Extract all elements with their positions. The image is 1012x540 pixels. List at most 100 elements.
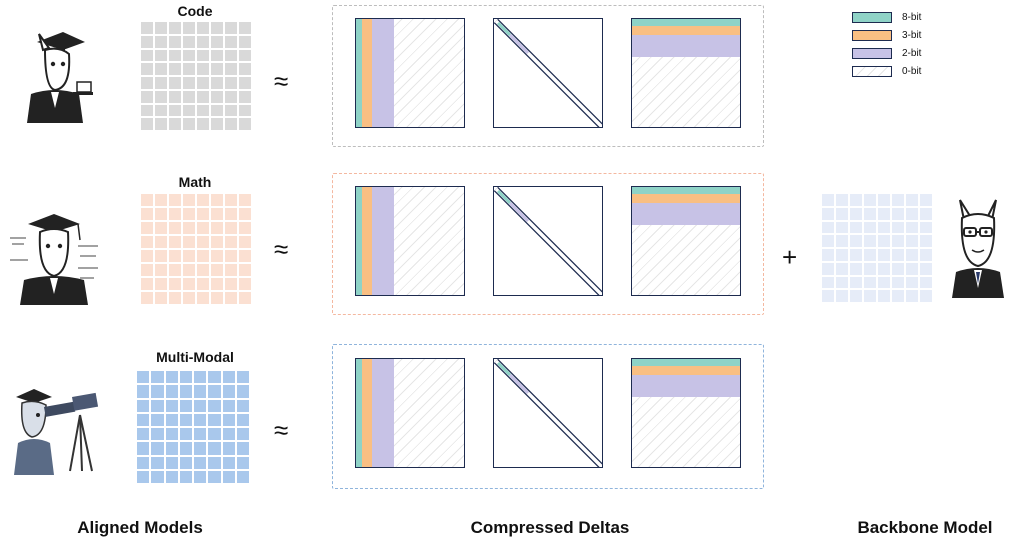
matrix-cell [211, 236, 223, 248]
2-bit-column [372, 359, 394, 467]
matrix-cell [822, 235, 834, 247]
matrix-cell [197, 236, 209, 248]
matrix-cell [141, 278, 153, 290]
matrix-cell [165, 413, 178, 426]
matrix-cell [165, 442, 178, 455]
matrix-cell [239, 236, 251, 248]
matrix-cell [169, 49, 181, 62]
matrix-cell [155, 22, 167, 34]
row-delta-panel [631, 186, 741, 296]
matrix-cell [183, 49, 195, 62]
model-label-math: Math [178, 174, 212, 190]
matrix-cell [222, 371, 235, 384]
compressed-deltas-label: Compressed Deltas [470, 518, 630, 537]
matrix-cell [920, 221, 932, 234]
8-bit-row [632, 359, 740, 366]
legend-label-0-bit: 0-bit [902, 66, 922, 77]
matrix-cell [920, 276, 932, 289]
matrix-cell [822, 290, 834, 302]
code-llama-icon [15, 28, 95, 123]
matrix-cell [850, 194, 862, 206]
matrix-cell [197, 264, 209, 276]
matrix-cell [225, 22, 237, 34]
matrix-cell [906, 262, 918, 275]
matrix-cell [892, 207, 904, 220]
3-bit-column [362, 187, 372, 295]
matrix-cell [211, 208, 223, 220]
8-bit-row [632, 187, 740, 194]
matrix-cell [137, 385, 150, 398]
matrix-cell [155, 236, 167, 248]
backbone-model-matrix [822, 194, 932, 302]
matrix-cell [864, 262, 876, 275]
aligned-models-label: Aligned Models [77, 518, 203, 537]
matrix-cell [850, 249, 862, 261]
matrix-cell [194, 399, 207, 412]
3-bit-row [632, 366, 740, 375]
matrix-cell [197, 63, 209, 75]
matrix-cell [169, 208, 181, 220]
approx-symbol: ≈ [274, 66, 289, 96]
matrix-cell [836, 235, 848, 247]
matrix-cell [822, 194, 834, 206]
backbone-llama-icon [948, 198, 1008, 298]
matrix-cell [225, 118, 237, 130]
matrix-cell [197, 118, 209, 130]
matrix-cell [906, 249, 918, 261]
matrix-cell [236, 399, 249, 412]
matrix-cell [892, 235, 904, 247]
matrix-cell [179, 371, 192, 384]
matrix-cell [179, 442, 192, 455]
matrix-cell [179, 413, 192, 426]
matrix-cell [864, 249, 876, 261]
matrix-cell [225, 264, 237, 276]
matrix-cell [197, 278, 209, 290]
matrix-cell [864, 290, 876, 302]
matrix-cell [906, 235, 918, 247]
matrix-cell [836, 221, 848, 234]
multimodal-model-matrix [137, 371, 249, 483]
matrix-cell [183, 264, 195, 276]
matrix-cell [822, 262, 834, 275]
matrix-cell [141, 63, 153, 75]
matrix-cell [878, 221, 890, 234]
matrix-cell [208, 399, 221, 412]
matrix-cell [155, 49, 167, 62]
matrix-cell [211, 194, 223, 206]
matrix-cell [155, 264, 167, 276]
matrix-cell [211, 250, 223, 262]
matrix-cell [169, 35, 181, 48]
matrix-cell [892, 221, 904, 234]
matrix-cell [850, 290, 862, 302]
multimodal-llama-icon [10, 385, 105, 475]
matrix-cell [155, 104, 167, 117]
approx-symbol: ≈ [274, 415, 289, 445]
matrix-cell [197, 250, 209, 262]
matrix-cell [197, 222, 209, 234]
matrix-cell [225, 236, 237, 248]
matrix-cell [194, 371, 207, 384]
matrix-cell [183, 236, 195, 248]
column-delta-panel [355, 358, 465, 468]
matrix-cell [137, 399, 150, 412]
matrix-cell [906, 276, 918, 289]
matrix-cell [239, 22, 251, 34]
matrix-cell [836, 207, 848, 220]
matrix-cell [239, 278, 251, 290]
matrix-cell [183, 77, 195, 89]
matrix-cell [906, 207, 918, 220]
matrix-cell [169, 104, 181, 117]
matrix-cell [225, 292, 237, 304]
3-bit-row [632, 194, 740, 203]
math-deltas-group [332, 173, 764, 315]
matrix-cell [141, 236, 153, 248]
matrix-cell [137, 428, 150, 441]
matrix-cell [222, 399, 235, 412]
matrix-cell [878, 290, 890, 302]
matrix-cell [151, 470, 164, 483]
matrix-cell [151, 413, 164, 426]
matrix-cell [850, 235, 862, 247]
matrix-cell [920, 207, 932, 220]
matrix-cell [239, 77, 251, 89]
matrix-cell [906, 221, 918, 234]
